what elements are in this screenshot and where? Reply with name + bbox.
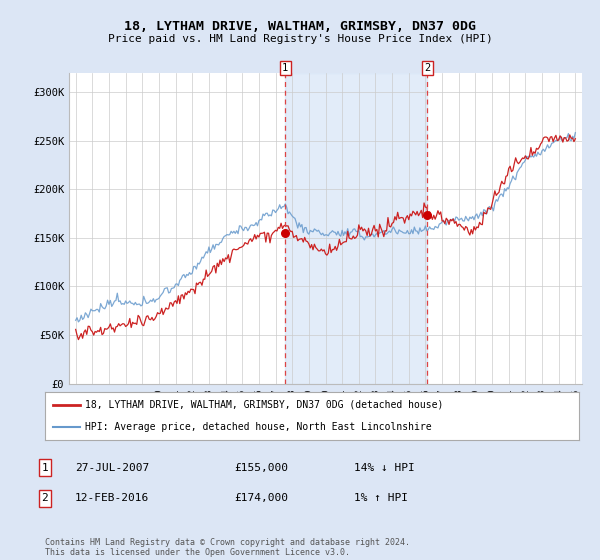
Point: [280, 228, 290, 237]
Text: 2: 2: [424, 63, 431, 73]
Text: £174,000: £174,000: [234, 493, 288, 503]
Text: 1% ↑ HPI: 1% ↑ HPI: [354, 493, 408, 503]
Text: 14% ↓ HPI: 14% ↓ HPI: [354, 463, 415, 473]
Text: Contains HM Land Registry data © Crown copyright and database right 2024.
This d: Contains HM Land Registry data © Crown c…: [45, 538, 410, 557]
Text: 18, LYTHAM DRIVE, WALTHAM, GRIMSBY, DN37 0DG: 18, LYTHAM DRIVE, WALTHAM, GRIMSBY, DN37…: [124, 20, 476, 32]
Text: 1: 1: [282, 63, 289, 73]
Point: [422, 210, 432, 219]
Bar: [285, 73, 427, 384]
Text: 12-FEB-2016: 12-FEB-2016: [75, 493, 149, 503]
Text: HPI: Average price, detached house, North East Lincolnshire: HPI: Average price, detached house, Nort…: [85, 422, 431, 432]
Text: 2: 2: [41, 493, 49, 503]
Text: Price paid vs. HM Land Registry's House Price Index (HPI): Price paid vs. HM Land Registry's House …: [107, 34, 493, 44]
Text: £155,000: £155,000: [234, 463, 288, 473]
Text: 18, LYTHAM DRIVE, WALTHAM, GRIMSBY, DN37 0DG (detached house): 18, LYTHAM DRIVE, WALTHAM, GRIMSBY, DN37…: [85, 400, 443, 410]
Text: 1: 1: [41, 463, 49, 473]
Text: 27-JUL-2007: 27-JUL-2007: [75, 463, 149, 473]
